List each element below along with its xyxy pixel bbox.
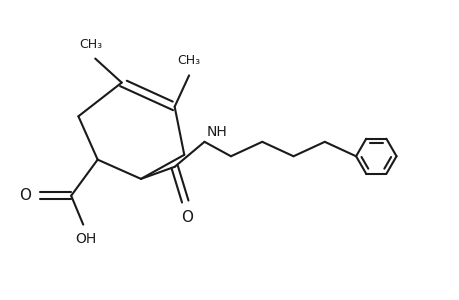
Text: O: O — [19, 188, 31, 203]
Text: OH: OH — [75, 232, 96, 246]
Text: O: O — [180, 210, 192, 225]
Text: CH₃: CH₃ — [78, 38, 102, 51]
Text: NH: NH — [207, 125, 227, 140]
Text: CH₃: CH₃ — [177, 54, 200, 67]
